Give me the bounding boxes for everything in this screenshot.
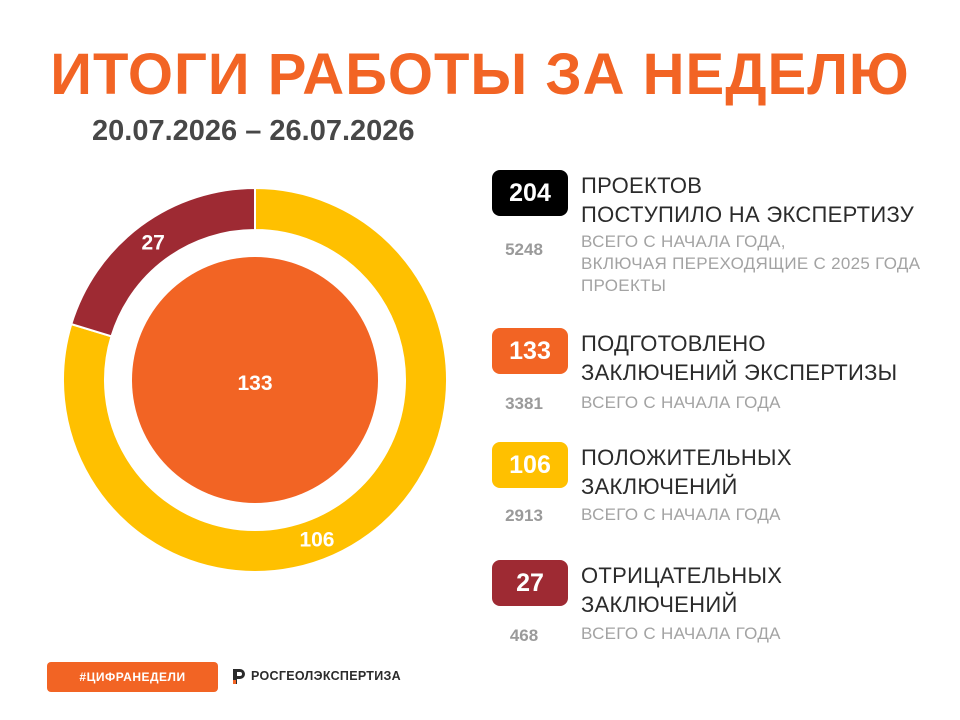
donut-chart: 106 27 133 bbox=[62, 186, 448, 573]
ring-label-positive: 106 bbox=[299, 528, 334, 551]
stat-heading: ПОДГОТОВЛЕНО ЗАКЛЮЧЕНИЙ ЭКСПЕРТИЗЫ bbox=[581, 329, 897, 387]
stat-heading-line: ЗАКЛЮЧЕНИЙ ЭКСПЕРТИЗЫ bbox=[581, 360, 898, 385]
stat-heading-line: ПОДГОТОВЛЕНО bbox=[581, 331, 766, 356]
ring-label-negative: 27 bbox=[142, 232, 165, 255]
ring-segment-positive bbox=[62, 186, 448, 573]
stat-total-desc-line: ВСЕГО С НАЧАЛА ГОДА bbox=[581, 505, 781, 524]
inner-label: 133 bbox=[237, 372, 272, 395]
stat-heading-line: ЗАКЛЮЧЕНИЙ bbox=[581, 474, 738, 499]
stat-heading: ПОЛОЖИТЕЛЬНЫХ ЗАКЛЮЧЕНИЙ bbox=[581, 443, 792, 501]
brand-name: РОСГЕОЛЭКСПЕРТИЗА bbox=[251, 669, 401, 683]
stat-heading-line: ЗАКЛЮЧЕНИЙ bbox=[581, 592, 738, 617]
hashtag-badge: #ЦИФРАНЕДЕЛИ bbox=[47, 662, 218, 692]
page-title: ИТОГИ РАБОТЫ ЗА НЕДЕЛЮ bbox=[50, 42, 910, 107]
stat-heading: ОТРИЦАТЕЛЬНЫХ ЗАКЛЮЧЕНИЙ bbox=[581, 561, 782, 619]
stat-heading-line: ПОСТУПИЛО НА ЭКСПЕРТИЗУ bbox=[581, 202, 915, 227]
stat-heading: ПРОЕКТОВ ПОСТУПИЛО НА ЭКСПЕРТИЗУ bbox=[581, 171, 914, 229]
stat-heading-line: ОТРИЦАТЕЛЬНЫХ bbox=[581, 563, 783, 588]
stat-heading-line: ПРОЕКТОВ bbox=[581, 173, 703, 198]
rosgeolexpertiza-logo-icon bbox=[233, 669, 245, 684]
stat-total-desc: ВСЕГО С НАЧАЛА ГОДА bbox=[581, 504, 781, 526]
stat-total: 5248 bbox=[505, 240, 543, 259]
stat-total-desc-line: ПРОЕКТЫ bbox=[581, 276, 667, 295]
stat-badge: 106 bbox=[492, 442, 568, 488]
stat-total-desc-line: ВСЕГО С НАЧАЛА ГОДА bbox=[581, 393, 781, 412]
stat-badge: 204 bbox=[492, 170, 568, 216]
stat-total-desc: ВСЕГО С НАЧАЛА ГОДА bbox=[581, 623, 781, 645]
stat-total-desc: ВСЕГО С НАЧАЛА ГОДА bbox=[581, 392, 781, 414]
stat-total: 468 bbox=[509, 626, 539, 645]
stat-total-desc-line: ВСЕГО С НАЧАЛА ГОДА bbox=[581, 624, 781, 643]
stat-total-desc-line: ВКЛЮЧАЯ ПЕРЕХОДЯЩИЕ С 2025 ГОДА bbox=[581, 254, 921, 273]
date-range: 20.07.2026 – 26.07.2026 bbox=[92, 115, 415, 147]
stat-total-desc-line: ВСЕГО С НАЧАЛА ГОДА, bbox=[581, 232, 786, 251]
stat-badge: 133 bbox=[492, 328, 568, 374]
stat-total: 2913 bbox=[505, 506, 543, 525]
inner-disc-prepared bbox=[132, 257, 378, 503]
stat-badge: 27 bbox=[492, 560, 568, 606]
stat-total-desc: ВСЕГО С НАЧАЛА ГОДА, ВКЛЮЧАЯ ПЕРЕХОДЯЩИЕ… bbox=[581, 231, 920, 297]
stat-heading-line: ПОЛОЖИТЕЛЬНЫХ bbox=[581, 445, 792, 470]
stat-total: 3381 bbox=[505, 394, 543, 413]
ring-segment-negative bbox=[70, 186, 256, 338]
